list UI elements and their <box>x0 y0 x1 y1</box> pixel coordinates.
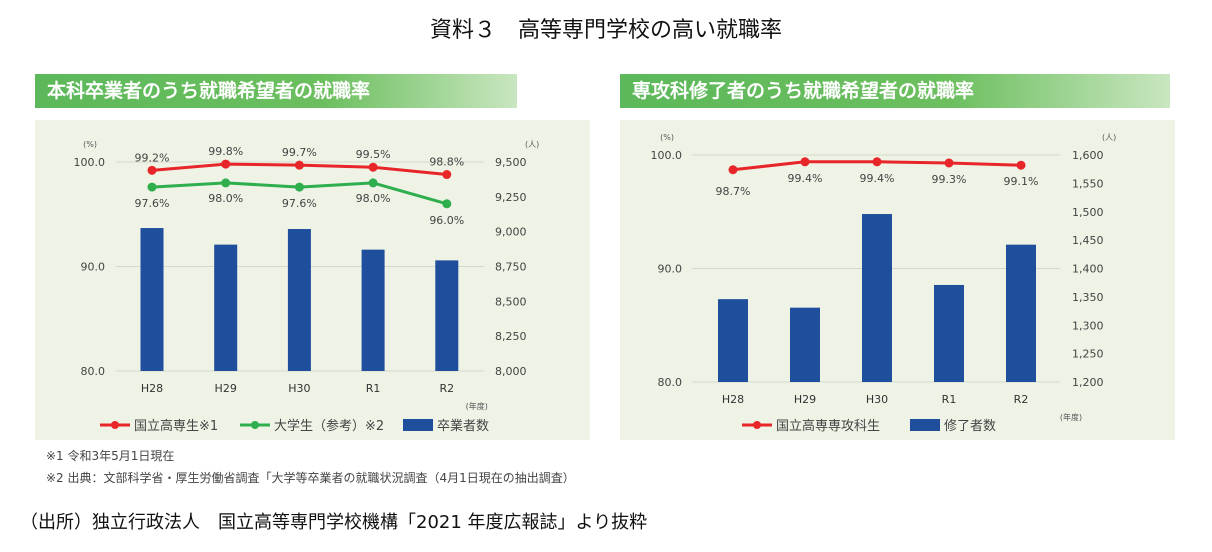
bar-R1 <box>361 249 385 371</box>
data-label: 96.0% <box>429 214 464 227</box>
data-label: 98.8% <box>429 156 464 169</box>
y-right-tick-label: 1,250 <box>1072 348 1104 361</box>
data-label: 98.7% <box>716 185 751 198</box>
data-label: 99.4% <box>788 172 823 185</box>
y-right-tick-label: 9,500 <box>495 156 527 169</box>
line-point <box>872 157 882 167</box>
data-label: 97.6% <box>282 197 317 210</box>
x-tick-label: H30 <box>866 393 888 406</box>
x-tick-label: R1 <box>366 382 381 395</box>
data-label: 99.3% <box>932 173 967 186</box>
bar-H28 <box>718 299 748 382</box>
source-text: （出所）独立行政法人 国立高等専門学校機構「2021 年度広報誌」より抜粋 <box>20 512 648 533</box>
y-left-tick-label: 80.0 <box>658 376 683 389</box>
legend-label: 大学生（参考）※2 <box>274 418 384 434</box>
data-label: 99.2% <box>135 151 170 164</box>
chart-1-panel: 80.0 90.0 100.0 8,000 8,250 8,500 8,750 9,000 9,… <box>35 120 590 440</box>
bar-H30 <box>287 229 311 371</box>
line-point <box>1016 160 1026 170</box>
y-left-unit: (%) <box>660 133 674 142</box>
bar-H28 <box>140 228 164 371</box>
y-right-tick-label: 8,500 <box>495 295 527 308</box>
x-tick-label: R2 <box>1014 393 1029 406</box>
bar-R1 <box>934 284 964 382</box>
bar-H29 <box>790 307 820 382</box>
line-point <box>147 165 157 175</box>
x-axis-unit: (年度) <box>466 401 488 411</box>
y-right-tick-label: 1,200 <box>1072 376 1104 389</box>
chart-2-svg: 80.0 90.0 100.0 1,200 1,250 1,300 1,350 1,400 1,… <box>651 133 1117 434</box>
line-point <box>221 159 231 169</box>
chart-2-panel: 80.0 90.0 100.0 1,200 1,250 1,300 1,350 1,400 1,… <box>620 120 1175 440</box>
y-left-tick-label: 90.0 <box>81 261 106 274</box>
y-right-tick-label: 8,000 <box>495 365 527 378</box>
legend-bar-icon <box>910 419 940 431</box>
x-tick-label: H28 <box>722 393 744 406</box>
data-label: 97.6% <box>135 197 170 210</box>
y-left-tick-label: 100.0 <box>74 156 106 169</box>
chart-1-title: 本科卒業者のうち就職希望者の就職率 <box>35 74 517 108</box>
y-right-tick-label: 1,450 <box>1072 234 1104 247</box>
data-label: 99.4% <box>860 172 895 185</box>
line-point <box>800 157 810 167</box>
y-left-unit: (%) <box>83 140 97 149</box>
data-label: 99.7% <box>282 146 317 159</box>
line-point <box>147 182 157 192</box>
x-tick-label: R1 <box>942 393 957 406</box>
y-left-tick-label: 80.0 <box>81 365 106 378</box>
data-label: 99.5% <box>356 148 391 161</box>
chart-2-title: 専攻科修了者のうち就職希望者の就職率 <box>620 74 1170 108</box>
line-point <box>728 165 738 175</box>
legend-marker-icon <box>251 421 259 429</box>
y-right-unit: (人) <box>525 140 539 149</box>
data-label: 99.1% <box>1004 175 1039 188</box>
x-tick-label: H30 <box>288 382 310 395</box>
page-title: 資料３ 高等専門学校の高い就職率 <box>429 18 782 43</box>
line-point <box>294 160 304 170</box>
note-1: ※1 令和3年5月1日現在 <box>46 449 175 463</box>
line-point <box>368 162 378 172</box>
x-tick-label: R2 <box>439 382 454 395</box>
data-label: 98.0% <box>208 192 243 205</box>
data-label: 98.0% <box>356 192 391 205</box>
y-right-tick-label: 1,350 <box>1072 291 1104 304</box>
line-point <box>442 170 452 180</box>
y-right-tick-label: 1,300 <box>1072 319 1104 332</box>
y-right-tick-label: 1,600 <box>1072 149 1104 162</box>
x-tick-label: H28 <box>141 382 163 395</box>
line-point <box>442 199 452 209</box>
legend-bar-icon <box>403 419 433 431</box>
y-right-tick-label: 1,550 <box>1072 177 1104 190</box>
bar-R2 <box>435 260 459 371</box>
y-right-tick-label: 9,250 <box>495 191 527 204</box>
legend-marker-icon <box>111 421 119 429</box>
legend-label: 国立高専専攻科生 <box>776 418 880 434</box>
legend-label: 修了者数 <box>944 419 996 434</box>
y-right-tick-label: 8,750 <box>495 261 527 274</box>
data-label: 99.8% <box>208 145 243 158</box>
note-2: ※2 出典：文部科学省・厚生労働省調査「大学等卒業者の就職状況調査（4月1日現在… <box>46 471 575 485</box>
bar-R2 <box>1006 244 1036 382</box>
y-right-tick-label: 1,500 <box>1072 206 1104 219</box>
y-right-tick-label: 9,000 <box>495 226 527 239</box>
bar-H30 <box>862 214 892 382</box>
y-right-tick-label: 8,250 <box>495 330 527 343</box>
line-point <box>944 158 954 168</box>
line-point <box>221 178 231 188</box>
x-tick-label: H29 <box>794 393 816 406</box>
line-point <box>294 182 304 192</box>
bar-H29 <box>214 244 238 371</box>
chart-1-svg: 80.0 90.0 100.0 8,000 8,250 8,500 8,750 9,000 9,… <box>74 140 540 434</box>
y-right-tick-label: 1,400 <box>1072 263 1104 276</box>
legend-marker-icon <box>753 421 761 429</box>
x-tick-label: H29 <box>215 382 237 395</box>
legend-label: 卒業者数 <box>437 418 489 434</box>
legend-label: 国立高専生※1 <box>134 418 218 434</box>
line-point <box>368 178 378 188</box>
y-right-unit: (人) <box>1102 133 1116 142</box>
y-left-tick-label: 100.0 <box>651 149 683 162</box>
x-axis-unit: (年度) <box>1060 412 1082 422</box>
y-left-tick-label: 90.0 <box>658 263 683 276</box>
